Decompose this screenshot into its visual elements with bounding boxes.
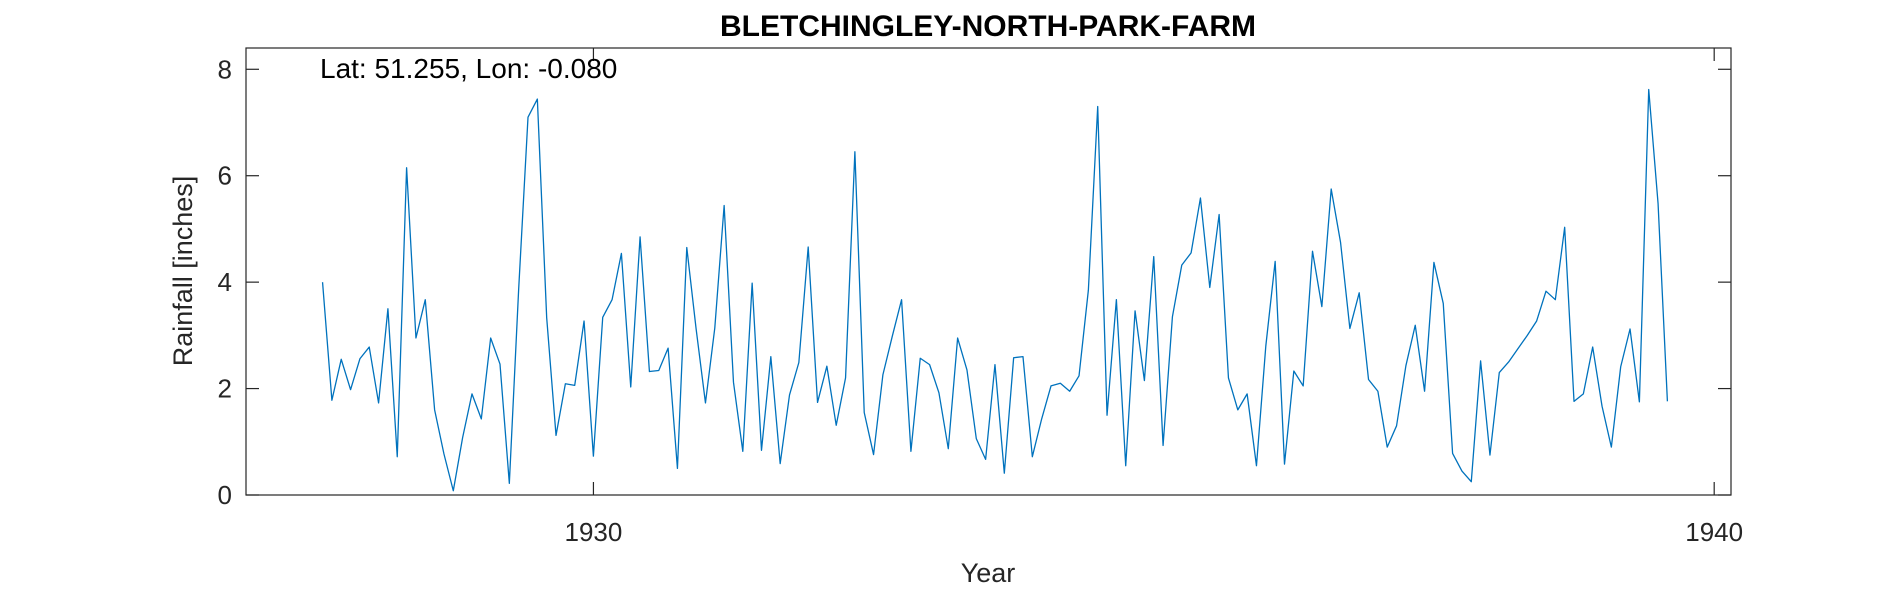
x-axis-label: Year	[961, 558, 1016, 588]
y-axis-label: Rainfall [inches]	[168, 176, 198, 367]
rainfall-series-line	[321, 88, 1669, 492]
plot-area	[245, 47, 1732, 496]
y-tick-label: 8	[218, 54, 232, 84]
ticks: 0 2 4 6 8 1930 1940	[218, 48, 1743, 547]
y-tick-label: 6	[218, 161, 232, 191]
location-annotation: Lat: 51.255, Lon: -0.080	[320, 53, 617, 84]
y-tick-label: 2	[218, 374, 232, 404]
x-tick-label: 1930	[565, 517, 623, 547]
y-tick-label: 0	[218, 480, 232, 510]
y-tick-label: 4	[218, 267, 232, 297]
chart-title: BLETCHINGLEY-NORTH-PARK-FARM	[720, 10, 1256, 43]
x-tick-label: 1940	[1685, 517, 1743, 547]
